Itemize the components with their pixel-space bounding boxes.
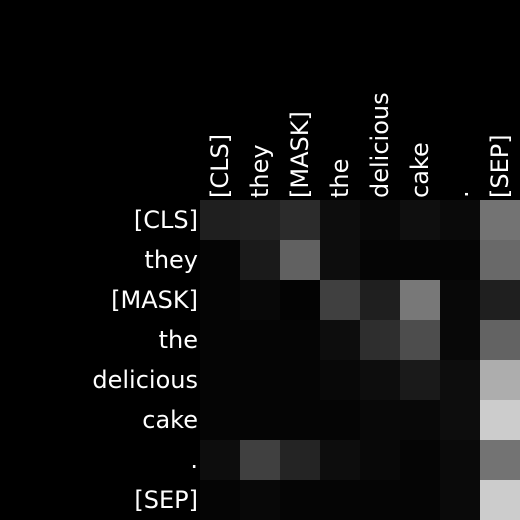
- x-axis-labels: [CLS] they [MASK] the delicious cake. [SEP]: [206, 92, 514, 198]
- heatmap-cell-6-0: [200, 440, 240, 480]
- heatmap-cell-4-4: [360, 360, 400, 400]
- y-tick-label-mask: [MASK]: [111, 286, 198, 314]
- heatmap-cell-4-2: [280, 360, 320, 400]
- heatmap-cell-7-1: [240, 480, 280, 520]
- heatmap-cell-0-6: [440, 200, 480, 240]
- heatmap-cell-5-7: [480, 400, 520, 440]
- y-tick-label-delicious: delicious: [92, 366, 198, 394]
- heatmap-cell-2-4: [360, 280, 400, 320]
- heatmap-cell-0-1: [240, 200, 280, 240]
- heatmap-cell-5-1: [240, 400, 280, 440]
- heatmap-cell-3-2: [280, 320, 320, 360]
- heatmap-cell-1-1: [240, 240, 280, 280]
- heatmap-cell-1-6: [440, 240, 480, 280]
- heatmap-cell-6-5: [400, 440, 440, 480]
- heatmap-cell-1-2: [280, 240, 320, 280]
- heatmap-cell-3-7: [480, 320, 520, 360]
- heatmap-cell-4-1: [240, 360, 280, 400]
- heatmap-cell-3-0: [200, 320, 240, 360]
- heatmap-cell-2-7: [480, 280, 520, 320]
- heatmap-cell-0-2: [280, 200, 320, 240]
- heatmap-cell-0-4: [360, 200, 400, 240]
- heatmap-cell-7-2: [280, 480, 320, 520]
- x-tick-label-cake: cake: [406, 142, 434, 198]
- heatmap-cell-2-0: [200, 280, 240, 320]
- x-tick-label-sep: [SEP]: [486, 134, 514, 198]
- heatmap-cell-0-7: [480, 200, 520, 240]
- heatmap-cell-6-1: [240, 440, 280, 480]
- heatmap-cell-3-1: [240, 320, 280, 360]
- x-tick-label-period: .: [446, 190, 474, 198]
- heatmap-cell-7-3: [320, 480, 360, 520]
- heatmap-cell-1-7: [480, 240, 520, 280]
- heatmap-cell-7-7: [480, 480, 520, 520]
- heatmap-cell-4-7: [480, 360, 520, 400]
- heatmap-cell-3-4: [360, 320, 400, 360]
- x-tick-label-cls: [CLS]: [206, 134, 234, 198]
- heatmap-cell-5-0: [200, 400, 240, 440]
- y-axis-labels: [CLS] they [MASK] the delicious cake. [SEP]: [92, 206, 198, 514]
- heatmap-cell-6-7: [480, 440, 520, 480]
- y-tick-label-sep: [SEP]: [134, 486, 198, 514]
- heatmap-cell-4-0: [200, 360, 240, 400]
- heatmap-cell-7-4: [360, 480, 400, 520]
- heatmap-cell-4-6: [440, 360, 480, 400]
- y-tick-label-cake: cake: [142, 406, 198, 434]
- heatmap-cell-5-2: [280, 400, 320, 440]
- heatmap-cell-1-5: [400, 240, 440, 280]
- y-tick-label-period: .: [190, 446, 198, 474]
- heatmap-cell-6-3: [320, 440, 360, 480]
- heatmap-cell-7-6: [440, 480, 480, 520]
- heatmap-cells: [200, 200, 520, 520]
- heatmap-cell-2-5: [400, 280, 440, 320]
- heatmap-cell-0-5: [400, 200, 440, 240]
- heatmap-cell-2-2: [280, 280, 320, 320]
- x-tick-label-delicious: delicious: [366, 92, 394, 198]
- heatmap-cell-6-2: [280, 440, 320, 480]
- x-tick-label-the: the: [326, 159, 354, 198]
- heatmap-cell-2-6: [440, 280, 480, 320]
- y-tick-label-cls: [CLS]: [134, 206, 198, 234]
- x-tick-label-they: they: [246, 144, 274, 198]
- heatmap-cell-3-5: [400, 320, 440, 360]
- x-tick-label-mask: [MASK]: [286, 111, 314, 198]
- heatmap-cell-5-6: [440, 400, 480, 440]
- heatmap-cell-6-6: [440, 440, 480, 480]
- heatmap-cell-1-4: [360, 240, 400, 280]
- y-tick-label-they: they: [144, 246, 198, 274]
- heatmap-cell-7-0: [200, 480, 240, 520]
- heatmap-cell-0-0: [200, 200, 240, 240]
- heatmap-cell-4-3: [320, 360, 360, 400]
- heatmap-cell-5-4: [360, 400, 400, 440]
- heatmap-cell-0-3: [320, 200, 360, 240]
- heatmap-cell-6-4: [360, 440, 400, 480]
- y-tick-label-the: the: [159, 326, 198, 354]
- heatmap-cell-1-3: [320, 240, 360, 280]
- heatmap-cell-3-6: [440, 320, 480, 360]
- heatmap-cell-5-5: [400, 400, 440, 440]
- heatmap-cell-1-0: [200, 240, 240, 280]
- heatmap-cell-2-1: [240, 280, 280, 320]
- heatmap-cell-3-3: [320, 320, 360, 360]
- heatmap-cell-7-5: [400, 480, 440, 520]
- heatmap-cell-5-3: [320, 400, 360, 440]
- heatmap-cell-2-3: [320, 280, 360, 320]
- heatmap-cell-4-5: [400, 360, 440, 400]
